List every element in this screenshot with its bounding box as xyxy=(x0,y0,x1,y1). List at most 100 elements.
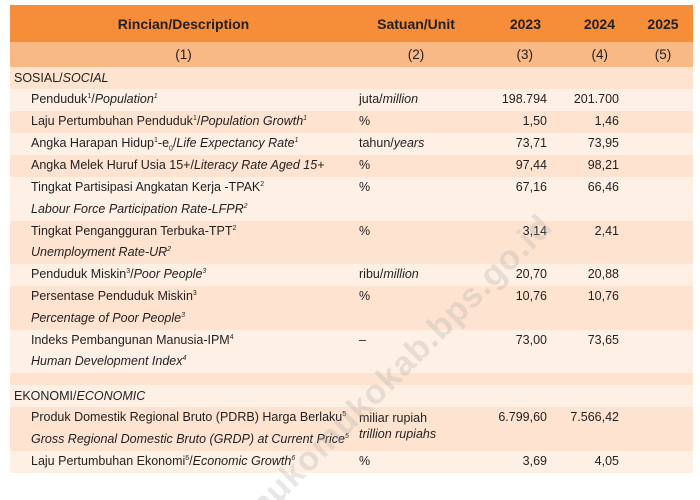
table-row-economic-growth: Laju Pertumbuhan Ekonomi6/Economic Growt… xyxy=(10,450,693,473)
desc-en: Percentage of Poor People xyxy=(31,310,182,325)
value-2024: 73,65 xyxy=(587,332,619,347)
footnote-ref: 2 xyxy=(260,180,265,188)
desc-id: Produk Domestik Regional Bruto (PDRB) Ha… xyxy=(31,410,343,424)
desc-en: Literacy Rate Aged 15+ xyxy=(193,158,325,172)
unit-id: miliar rupiah xyxy=(359,411,428,425)
row-unit: % xyxy=(357,155,467,177)
col-number-3: (3) xyxy=(516,47,534,62)
value-2023: 73,00 xyxy=(515,332,547,347)
footnote-ref: 4 xyxy=(229,333,234,341)
footnote-ref: 1 xyxy=(192,114,197,122)
footnote-ref: 2 xyxy=(232,224,237,232)
footnote-ref: 1 xyxy=(87,92,92,100)
value-2024: 4,05 xyxy=(594,453,619,468)
desc-en: Human Development Index xyxy=(31,354,183,368)
unit-en: million xyxy=(383,267,419,281)
unit-id: tahun/ xyxy=(359,136,394,150)
desc-en: Poor People xyxy=(133,267,203,281)
unit-id: juta/ xyxy=(359,92,383,106)
value-2023: 1,50 xyxy=(522,114,547,128)
value-2024: 73,95 xyxy=(587,136,619,150)
row-description: Angka Melek Huruf Usia 15+/Literacy Rate… xyxy=(10,155,357,177)
row-unit: – xyxy=(357,330,467,352)
desc-en: Economic Growth xyxy=(192,453,292,468)
separator: / xyxy=(172,136,177,150)
unit-id: % xyxy=(359,158,371,172)
unit-id: – xyxy=(359,332,366,347)
table-row-population: Penduduk1/Population1 juta/million 198.7… xyxy=(10,89,693,111)
unit-id: % xyxy=(359,289,371,303)
row-unit: % xyxy=(357,221,467,243)
footnote-ref: 5 xyxy=(344,432,349,440)
table-row-poverty-percentage: Persentase Penduduk Miskin3 Percentage of… xyxy=(10,286,693,330)
desc-id: Laju Pertumbuhan Penduduk xyxy=(31,114,193,128)
col-number-1: (1) xyxy=(175,47,192,62)
value-2024: 98,21 xyxy=(587,158,619,172)
separator: / xyxy=(91,92,95,106)
col-number-4: (4) xyxy=(591,47,609,62)
section-label-en: ECONOMIC xyxy=(76,389,146,403)
value-2023: 3,69 xyxy=(522,453,547,468)
header-description: Rincian/Description xyxy=(117,15,250,32)
row-unit: ribu/million xyxy=(357,264,467,286)
value-2024: 10,76 xyxy=(587,289,619,303)
footnote-ref: 2 xyxy=(243,202,248,210)
desc-en: Population Growth xyxy=(200,114,304,128)
table-row-life-expectancy: Angka Harapan Hidup1-e0/Life Expectancy … xyxy=(10,133,693,155)
footnote-ref: 3 xyxy=(181,311,186,319)
footnote-ref: 1 xyxy=(303,114,308,122)
desc-en: Gross Regional Domestic Bruto (GRDP) at … xyxy=(31,431,345,446)
desc-en: Labour Force Participation Rate-LFPR xyxy=(31,201,244,216)
unit-id: % xyxy=(359,453,371,468)
value-2024: 201.700 xyxy=(573,92,619,106)
value-2023: 3,14 xyxy=(522,223,547,238)
footnote-ref: 1 xyxy=(153,92,158,100)
value-2024: 20,88 xyxy=(587,267,619,281)
footnote-ref: 4 xyxy=(182,354,187,362)
value-2023: 10,76 xyxy=(515,289,547,303)
table-row-poor-people: Penduduk Miskin3/Poor People3 ribu/milli… xyxy=(10,264,693,286)
section-divider xyxy=(10,373,693,385)
unit-id: % xyxy=(359,223,371,238)
row-unit: tahun/years xyxy=(357,133,467,155)
unit-id: ribu/ xyxy=(359,267,384,281)
value-2024: 66,46 xyxy=(587,180,619,194)
row-description: Laju Pertumbuhan Ekonomi6/Economic Growt… xyxy=(10,451,357,473)
statistics-table: Rincian/Description Satuan/Unit 2023 202… xyxy=(10,5,693,473)
desc-id: Tingkat Partisipasi Angkatan Kerja -TPAK xyxy=(31,180,261,194)
col-number-5: (5) xyxy=(654,47,672,62)
section-label-id: SOSIAL/ xyxy=(14,71,63,85)
desc-id: Laju Pertumbuhan Ekonomi xyxy=(31,453,186,468)
table-row-literacy-rate: Angka Melek Huruf Usia 15+/Literacy Rate… xyxy=(10,155,693,177)
footnote-ref: 3 xyxy=(126,267,131,275)
separator: / xyxy=(189,453,193,468)
row-description: Tingkat Pengangguran Terbuka-TPT2 Unemplo… xyxy=(10,221,357,264)
row-unit: % xyxy=(357,451,467,473)
desc-symbol: -e xyxy=(157,136,170,150)
row-description: Penduduk1/Population1 xyxy=(10,89,357,111)
footnote-ref: 3 xyxy=(202,267,207,275)
footnote-ref: 6 xyxy=(291,454,296,462)
row-description: Laju Pertumbuhan Penduduk1/Population Gr… xyxy=(10,111,357,133)
footnote-ref: 6 xyxy=(185,454,190,462)
separator: / xyxy=(196,114,201,128)
column-number-row: (1) (2) (3) (4) (5) xyxy=(10,42,693,67)
header-2025: 2025 xyxy=(647,15,679,32)
table-row-population-growth: Laju Pertumbuhan Penduduk1/Population Gr… xyxy=(10,111,693,133)
header-unit: Satuan/Unit xyxy=(377,15,455,32)
value-2023: 67,16 xyxy=(515,180,547,194)
row-description: Persentase Penduduk Miskin3 Percentage of… xyxy=(10,286,357,329)
value-2024: 2,41 xyxy=(594,223,619,238)
row-unit: miliar rupiah trillion rupiahs xyxy=(357,407,467,442)
desc-id: Angka Melek Huruf Usia 15+ xyxy=(31,158,191,172)
footnote-ref: 3 xyxy=(192,289,197,297)
section-social: SOSIAL/SOCIAL xyxy=(10,67,693,89)
value-2023: 73,71 xyxy=(515,136,547,150)
desc-en: Life Expectancy Rate xyxy=(176,136,295,150)
unit-id: % xyxy=(359,114,371,128)
row-description: Tingkat Partisipasi Angkatan Kerja -TPAK… xyxy=(10,177,357,220)
value-2023: 97,44 xyxy=(515,158,547,172)
desc-id: Indeks Pembangunan Manusia-IPM xyxy=(31,332,230,347)
table-row-human-development-index: Indeks Pembangunan Manusia-IPM4 Human Dev… xyxy=(10,329,693,373)
col-number-2: (2) xyxy=(407,47,425,62)
